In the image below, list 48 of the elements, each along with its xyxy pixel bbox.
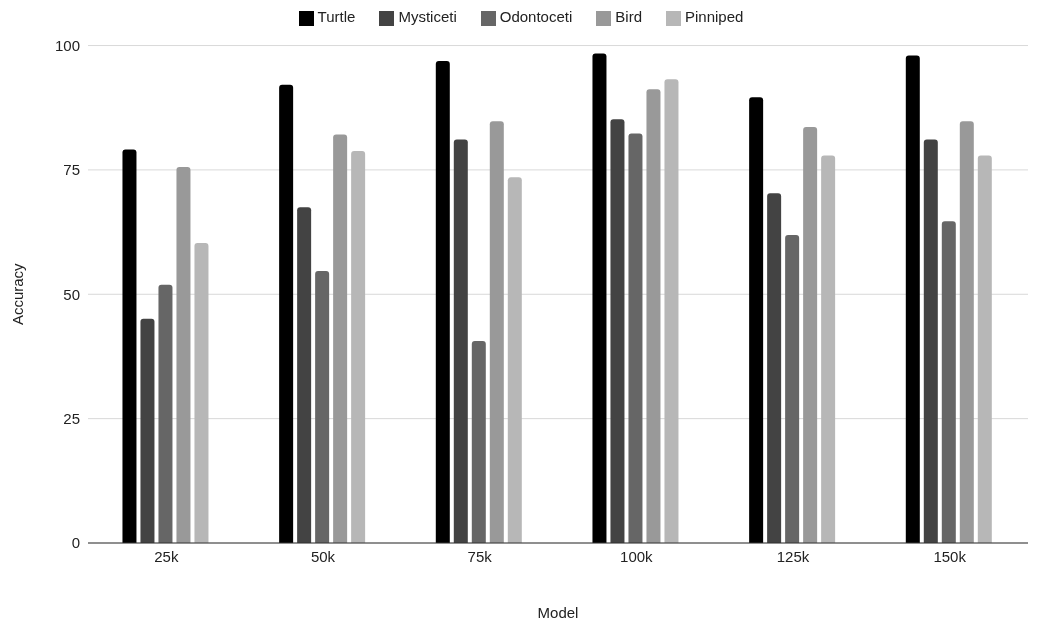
bar <box>977 155 992 543</box>
bar <box>297 207 312 543</box>
x-tick-label: 75k <box>467 547 493 565</box>
bar <box>140 318 155 543</box>
x-tick-label: 50k <box>310 547 336 565</box>
bar <box>664 79 679 543</box>
legend-label: Odontoceti <box>499 8 573 25</box>
bar <box>646 89 661 543</box>
x-axis-title: Model <box>537 604 579 621</box>
x-tick-label: 25k <box>154 547 179 565</box>
bar <box>351 150 366 543</box>
x-tick-label: 100k <box>620 547 654 565</box>
legend-label: Turtle <box>317 8 356 25</box>
bar <box>749 97 764 543</box>
bar <box>905 55 920 543</box>
bar <box>315 270 330 543</box>
bar <box>941 221 956 543</box>
bar <box>923 139 938 543</box>
bar <box>628 133 643 543</box>
bar <box>194 243 209 543</box>
bar <box>471 341 486 543</box>
y-tick-label: 50 <box>63 285 80 303</box>
bar <box>785 235 800 543</box>
x-tick-label: 150k <box>933 547 967 565</box>
legend-label: Mysticeti <box>398 8 457 25</box>
bar <box>435 60 450 543</box>
bar <box>959 121 974 543</box>
bar <box>610 119 625 543</box>
bar <box>453 139 468 543</box>
bar <box>122 149 137 543</box>
bar <box>176 166 191 543</box>
bar <box>333 134 348 543</box>
legend-label: Pinniped <box>684 8 744 25</box>
bar <box>489 121 504 543</box>
y-tick-label: 25 <box>63 409 80 427</box>
bar <box>767 193 782 543</box>
bar <box>158 284 173 543</box>
legend-label: Bird <box>615 8 642 25</box>
y-axis-title: Accuracy <box>9 262 27 326</box>
bar <box>279 84 294 543</box>
bar <box>821 155 836 543</box>
bar <box>507 177 522 543</box>
y-tick-label: 100 <box>54 36 80 54</box>
y-tick-label: 0 <box>71 534 80 552</box>
bar <box>592 53 607 543</box>
x-tick-label: 125k <box>776 547 810 565</box>
bar <box>803 127 818 543</box>
y-tick-label: 75 <box>63 161 80 179</box>
